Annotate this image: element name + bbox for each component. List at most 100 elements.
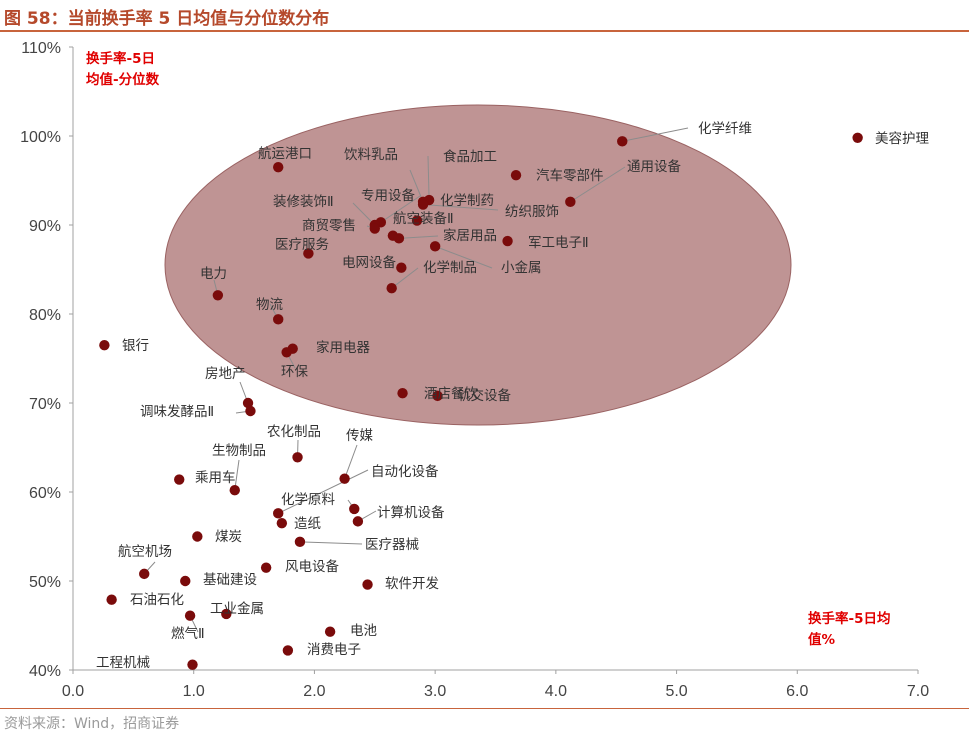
point-软件开发[interactable] (362, 579, 373, 590)
point-农化制品[interactable] (292, 452, 303, 463)
point-工程机械[interactable] (187, 659, 198, 670)
point-label-食品加工: 食品加工 (443, 148, 497, 165)
point-传媒[interactable] (339, 473, 350, 484)
point-调味发酵品Ⅱ[interactable] (245, 405, 256, 417)
point-label-航运港口: 航运港口 (258, 146, 312, 162)
y-axis-note-line2: 均值-分位数 (86, 71, 160, 88)
source-note: 资料来源：Wind，招商证券 (4, 716, 180, 732)
point-化学制品[interactable] (386, 282, 397, 294)
title-divider (0, 30, 969, 32)
point-化学纤维[interactable] (617, 136, 628, 147)
highlight-ellipse-layer (164, 104, 792, 426)
x-tick-label: 3.0 (424, 683, 446, 700)
point-label-生物制品: 生物制品 (212, 443, 266, 459)
point-化学制药[interactable] (411, 215, 423, 226)
point-label-医疗器械: 医疗器械 (365, 537, 419, 553)
point-label-家用电器: 家用电器 (316, 339, 370, 356)
point-医疗服务[interactable] (303, 248, 314, 259)
point-燃气Ⅱ[interactable] (184, 610, 196, 621)
point-通用设备[interactable] (565, 196, 576, 208)
leader-line-纺织服饰 (423, 204, 499, 211)
point-label-通用设备: 通用设备 (627, 158, 681, 175)
x-tick-label: 5.0 (665, 683, 687, 700)
point-label-军工电子Ⅱ: 军工电子Ⅱ (528, 235, 589, 251)
point-自动化设备[interactable] (273, 508, 284, 519)
point-纺织服饰[interactable] (417, 199, 429, 210)
highlight-ellipse (164, 104, 792, 426)
point-label-自动化设备: 自动化设备 (371, 463, 439, 480)
point-消费电子[interactable] (282, 645, 294, 656)
point-家居用品[interactable] (393, 233, 405, 244)
point-label-纺织服饰: 纺织服饰 (505, 204, 559, 220)
point-label-消费电子: 消费电子 (307, 642, 361, 658)
point-化学原料[interactable] (349, 503, 360, 515)
y-tick-label: 110% (21, 40, 61, 57)
leader-line-专用设备 (380, 195, 421, 223)
point-银行[interactable] (99, 339, 110, 351)
point-石油石化[interactable] (106, 594, 117, 605)
point-label-风电设备: 风电设备 (285, 558, 339, 575)
point-label-传媒: 传媒 (346, 428, 373, 444)
point-汽车零部件[interactable] (510, 169, 522, 181)
point-美容护理[interactable] (852, 132, 863, 143)
leader-line-化学纤维 (622, 127, 689, 142)
point-基础建设[interactable] (180, 575, 191, 587)
point-商贸零售[interactable] (369, 223, 380, 234)
point-label-银行: 银行 (122, 338, 149, 354)
leader-line-自动化设备 (277, 469, 369, 514)
point-label-工业金属: 工业金属 (210, 601, 264, 617)
point-label-工程机械: 工程机械 (96, 655, 150, 671)
x-axis-note-line1: 换手率-5日均 (808, 610, 891, 627)
point-医疗器械[interactable] (294, 536, 306, 548)
point-航运港口[interactable] (273, 161, 284, 173)
point-label-调味发酵品Ⅱ: 调味发酵品Ⅱ (140, 404, 214, 420)
y-axis-note-line1: 换手率-5日 (86, 50, 155, 67)
point-环保[interactable] (281, 347, 292, 358)
y-tick-label: 80% (29, 307, 61, 324)
point-label-乘用车: 乘用车 (195, 469, 236, 486)
point-电网设备[interactable] (396, 262, 407, 273)
point-轨交设备[interactable] (432, 390, 443, 402)
point-label-专用设备: 专用设备 (361, 187, 415, 204)
point-label-汽车零部件: 汽车零部件 (536, 167, 604, 184)
point-label-房地产: 房地产 (205, 366, 246, 382)
point-电池[interactable] (324, 626, 336, 637)
point-label-家居用品: 家居用品 (443, 227, 497, 244)
leader-line-家居用品 (398, 235, 439, 239)
point-label-小金属: 小金属 (501, 260, 542, 276)
point-煤炭[interactable] (192, 531, 203, 542)
point-label-软件开发: 软件开发 (385, 576, 439, 592)
leader-line-食品加工 (427, 155, 430, 201)
leader-line-传媒 (344, 444, 358, 479)
point-label-电网设备: 电网设备 (342, 254, 396, 271)
point-label-物流: 物流 (256, 297, 283, 313)
x-tick-label: 2.0 (303, 683, 325, 700)
data-points (99, 132, 863, 670)
point-label-酒店餐饮: 酒店餐饮 (424, 386, 478, 402)
point-小金属[interactable] (429, 241, 441, 252)
point-酒店餐饮[interactable] (397, 388, 408, 399)
point-航空机场[interactable] (139, 568, 150, 580)
point-计算机设备[interactable] (352, 516, 364, 527)
point-label-煤炭: 煤炭 (215, 529, 242, 545)
point-生物制品[interactable] (229, 485, 240, 496)
point-label-轨交设备: 轨交设备 (457, 387, 511, 404)
point-造纸[interactable] (276, 517, 288, 529)
point-电力[interactable] (212, 290, 224, 301)
x-tick-label: 7.0 (907, 683, 929, 700)
point-物流[interactable] (273, 314, 284, 325)
axes: 40% 50% 60% 70% 80% 90% 100% 110% 0.0 1.0 2.0 3.0 4.… (20, 40, 929, 700)
point-label-航空装备Ⅱ: 航空装备Ⅱ (393, 210, 454, 227)
point-乘用车[interactable] (174, 474, 185, 485)
point-房地产[interactable] (242, 397, 254, 409)
point-工业金属[interactable] (221, 608, 232, 620)
x-tick-label: 6.0 (786, 683, 808, 700)
scatter-chart: 40% 50% 60% 70% 80% 90% 100% 110% 0.0 1.0 2.0 3.0 4.… (20, 40, 929, 700)
point-label-商贸零售: 商贸零售 (302, 218, 356, 234)
leader-line-饮料乳品 (409, 169, 424, 203)
y-tick-label: 90% (29, 218, 61, 235)
point-label-计算机设备: 计算机设备 (377, 504, 445, 521)
point-军工电子Ⅱ[interactable] (502, 235, 513, 247)
point-风电设备[interactable] (260, 562, 272, 573)
